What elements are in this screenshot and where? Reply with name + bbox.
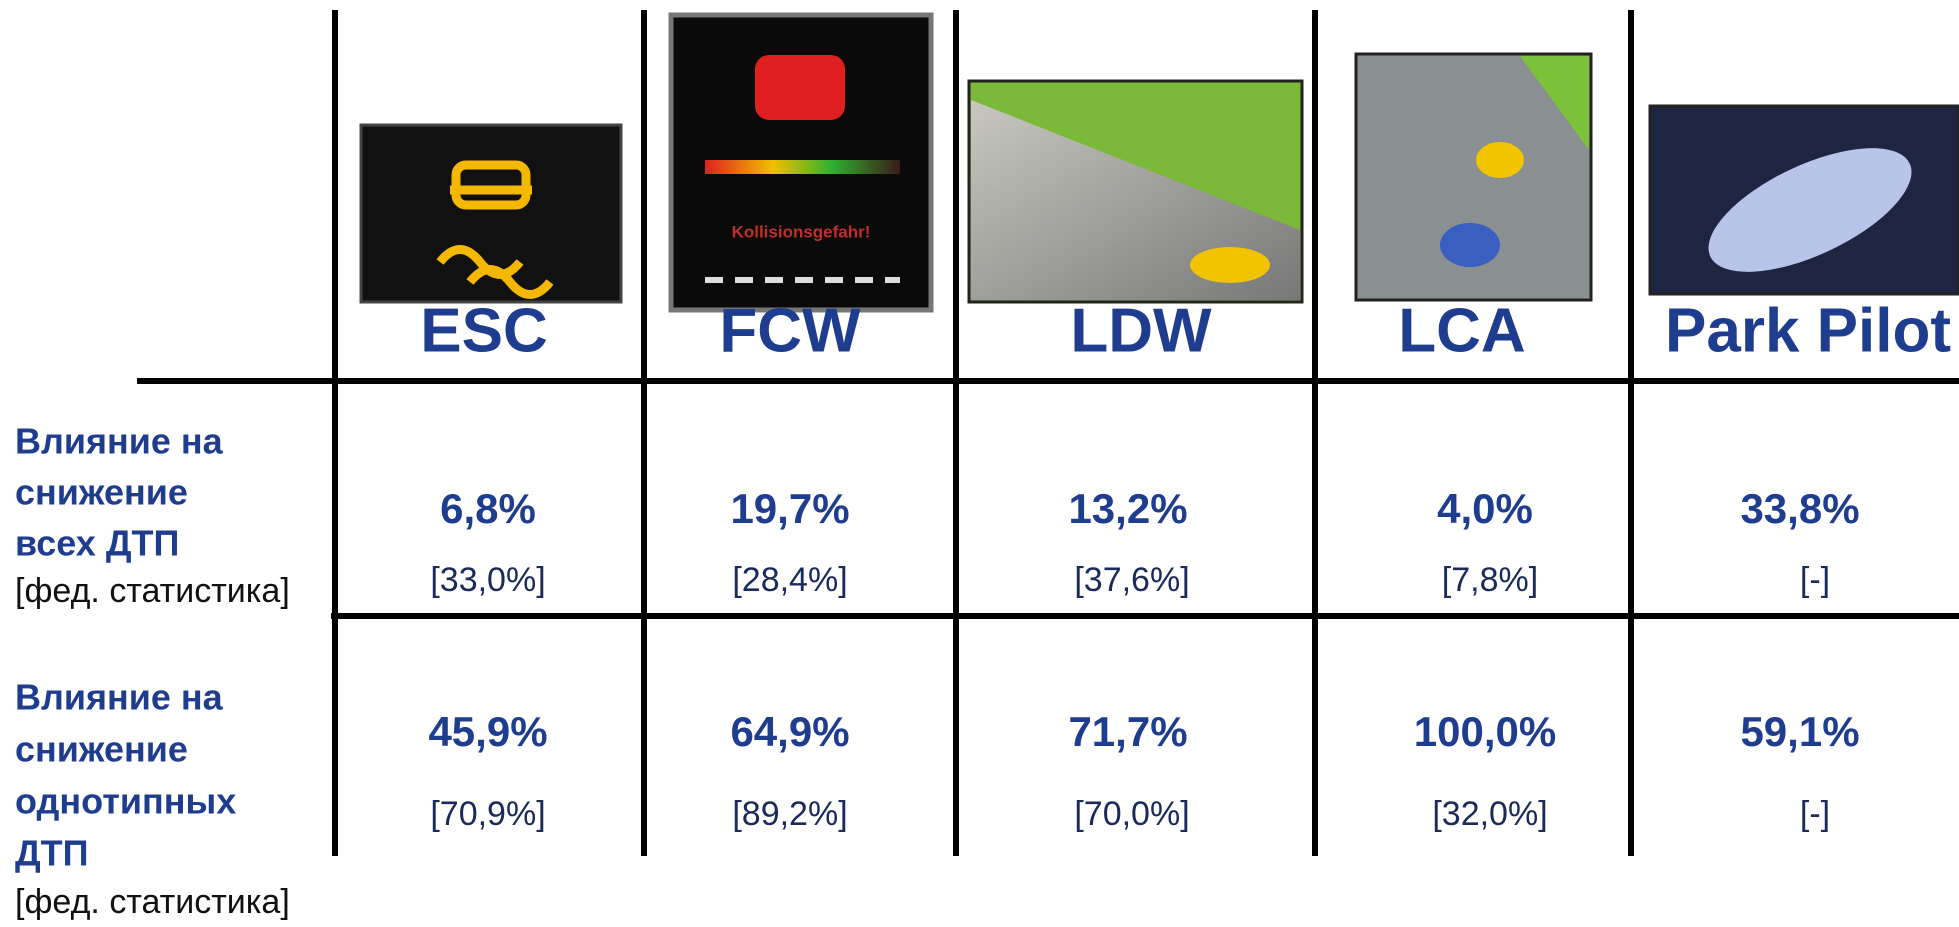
cell-value: 6,8% (440, 485, 536, 532)
cell-note: [33,0%] (430, 561, 545, 599)
cell-value: 64,9% (730, 708, 849, 755)
row-label: однотипных (15, 781, 236, 822)
cell-note: [7,8%] (1442, 561, 1538, 599)
fcw-image: Kollisionsgefahr! (671, 15, 931, 310)
page: Kollisionsgefahr! ESC FCW LDW LCA Park Pilot… (0, 0, 1959, 927)
cell-value: 13,2% (1068, 485, 1187, 532)
cell-value: 45,9% (428, 708, 547, 755)
cell-note: [-] (1800, 795, 1830, 833)
cell-note: [89,2%] (732, 795, 847, 833)
row-label: Влияние на (15, 677, 224, 718)
cell-note: [28,4%] (732, 561, 847, 599)
row-label: ДТП (15, 833, 89, 874)
row-label: всех ДТП (15, 523, 179, 564)
row-label: снижение (15, 729, 188, 770)
slide: Kollisionsgefahr! ESC FCW LDW LCA Park Pilot… (0, 0, 1959, 927)
cell-note: [37,6%] (1074, 561, 1189, 599)
cell-value: 19,7% (730, 485, 849, 532)
cell-value: 71,7% (1068, 708, 1187, 755)
column-header: LCA (1398, 296, 1525, 365)
row-label-note: [фед. статистика] (15, 883, 290, 921)
cell-value: 59,1% (1740, 708, 1859, 755)
cell-value: 4,0% (1437, 485, 1533, 532)
ldw-image (969, 81, 1302, 302)
cell-note: [70,9%] (430, 795, 545, 833)
lca-image (1356, 54, 1591, 300)
park-pilot-image (1650, 106, 1959, 297)
fcw-warning: Kollisionsgefahr! (732, 222, 871, 241)
column-header: FCW (719, 296, 861, 365)
column-header: LDW (1070, 296, 1212, 365)
row-label: снижение (15, 472, 188, 513)
column-header: ESC (420, 296, 547, 365)
cell-note: [70,0%] (1074, 795, 1189, 833)
column-header: Park Pilot (1665, 296, 1951, 365)
row-label-note: [фед. статистика] (15, 572, 290, 610)
cell-value: 100,0% (1414, 708, 1556, 755)
row-label: Влияние на (15, 421, 224, 462)
cell-note: [-] (1800, 561, 1830, 599)
esc-image (361, 125, 621, 302)
cell-note: [32,0%] (1432, 795, 1547, 833)
cell-value: 33,8% (1740, 485, 1859, 532)
